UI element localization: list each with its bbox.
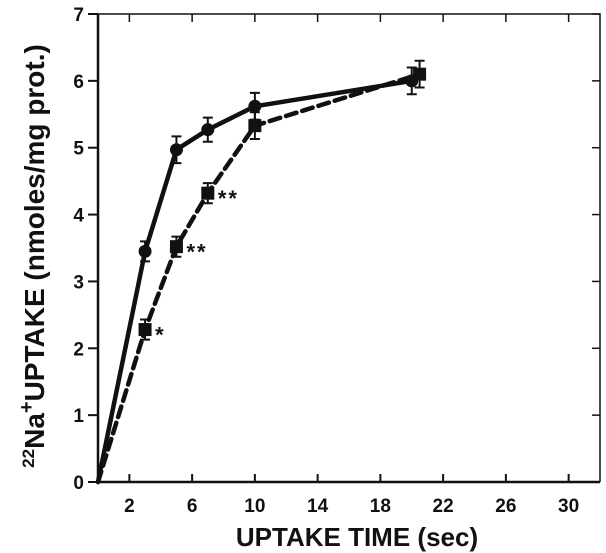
circle-series-line [95, 78, 415, 485]
significance-label: * [155, 323, 166, 348]
significance-label: ** [218, 186, 239, 211]
square-marker [201, 186, 215, 200]
y-tick-label: 7 [73, 5, 84, 26]
x-tick-label: 2 [124, 496, 135, 517]
significance-label: ** [186, 240, 207, 265]
square-marker [138, 323, 152, 337]
square-series-line [95, 71, 422, 485]
series-layer: ***** [95, 59, 427, 485]
x-tick-label: 18 [370, 496, 391, 517]
x-tick-label: 10 [244, 496, 265, 517]
circle-marker [138, 244, 152, 258]
x-tick-label: 14 [307, 496, 329, 517]
y-label-symbol: Na [19, 413, 50, 449]
y-tick-label: 6 [73, 72, 84, 93]
circle-marker [201, 123, 215, 137]
square-marker [413, 67, 427, 81]
y-tick-label: 4 [73, 206, 84, 227]
x-tick-label: 6 [187, 496, 198, 517]
x-tick-label: 30 [558, 496, 579, 517]
series-square: ***** [95, 59, 427, 485]
circle-marker [248, 99, 262, 113]
y-tick-label: 0 [73, 473, 84, 494]
y-tick-label: 2 [73, 339, 84, 360]
circle-marker [169, 143, 183, 157]
y-label-text: UPTAKE (nmoles/mg prot.) [19, 44, 50, 401]
x-tick-label: 26 [495, 496, 516, 517]
y-tick-label: 3 [73, 272, 84, 293]
y-tick-label: 5 [73, 139, 84, 160]
y-tick-label: 1 [73, 406, 84, 427]
square-marker [248, 119, 262, 133]
y-axis-label: 22Na+UPTAKE (nmoles/mg prot.) [16, 44, 50, 468]
y-label-charge: + [16, 401, 38, 413]
square-marker [169, 240, 183, 254]
x-axis-label: UPTAKE TIME (sec) [236, 522, 478, 552]
x-tick-label: 22 [433, 496, 454, 517]
y-label-mass-number: 22 [19, 449, 38, 468]
